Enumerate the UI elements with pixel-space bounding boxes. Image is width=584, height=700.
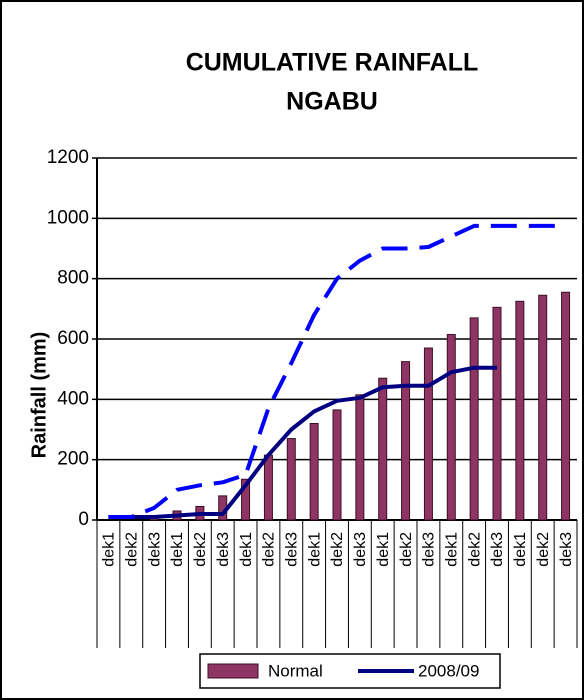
bar xyxy=(423,347,433,521)
x-tick-label: dek3 xyxy=(146,532,163,567)
y-tick-label: 800 xyxy=(57,268,89,289)
x-tick-label: dek1 xyxy=(238,532,255,567)
bar xyxy=(241,478,251,521)
y-axis-title: Rainfall (mm) xyxy=(28,332,50,459)
bar xyxy=(401,361,411,521)
y-tick-label: 400 xyxy=(57,388,89,409)
x-tick-label: dek1 xyxy=(375,532,392,567)
bar xyxy=(492,306,502,521)
chart-title: CUMULATIVE RAINFALL xyxy=(186,49,479,77)
bar xyxy=(286,438,296,521)
bar xyxy=(561,291,571,521)
bar xyxy=(378,377,388,521)
x-tick-label: dek1 xyxy=(306,532,323,567)
x-tick-label: dek3 xyxy=(489,532,506,567)
x-tick-label: dek3 xyxy=(421,532,438,567)
legend-label: Normal xyxy=(268,661,323,680)
x-tick-label: dek2 xyxy=(192,532,209,567)
x-tick-label: dek2 xyxy=(535,532,552,567)
x-tick-label: dek2 xyxy=(398,532,415,567)
x-tick-label: dek1 xyxy=(169,532,186,567)
y-tick-label: 1000 xyxy=(47,207,89,228)
x-tick-label: dek2 xyxy=(329,532,346,567)
x-tick-label: dek1 xyxy=(512,532,529,567)
y-tick-label: 1200 xyxy=(47,147,89,168)
line xyxy=(108,223,566,519)
x-tick-label: dek2 xyxy=(124,532,141,567)
bar xyxy=(309,422,319,521)
legend-swatch xyxy=(207,663,259,679)
x-tick-label: dek3 xyxy=(352,532,369,567)
x-tick-label: dek3 xyxy=(284,532,301,567)
bar xyxy=(446,333,456,521)
x-tick-label: dek1 xyxy=(444,532,461,567)
y-tick-label: 600 xyxy=(57,328,89,349)
x-tick-label: dek2 xyxy=(261,532,278,567)
y-tick-label: 200 xyxy=(57,449,89,470)
x-tick-label: dek1 xyxy=(101,532,118,567)
bar xyxy=(538,294,548,521)
y-tick-label: 0 xyxy=(78,509,89,530)
bar xyxy=(332,409,342,521)
line xyxy=(108,365,497,519)
x-tick-label: dek2 xyxy=(466,532,483,567)
bar xyxy=(515,300,525,521)
legend-label: 2008/09 xyxy=(418,661,479,680)
bar xyxy=(263,454,273,521)
x-tick-label: dek3 xyxy=(215,532,232,567)
bar xyxy=(469,317,479,521)
chart-title: NGABU xyxy=(286,88,378,116)
x-tick-label: dek3 xyxy=(558,532,575,567)
bar xyxy=(355,394,365,521)
